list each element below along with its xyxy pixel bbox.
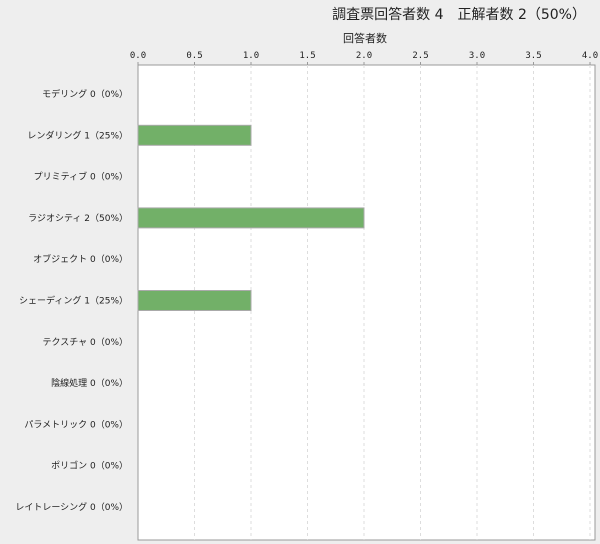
- x-tick-label: 1.5: [299, 51, 315, 61]
- category-label: テクスチャ 0（0%）: [42, 337, 128, 348]
- chart-title: 調査票回答者数 4 正解者数 2（50%）: [332, 7, 586, 23]
- category-label: パラメトリック 0（0%）: [24, 419, 128, 430]
- bar: [137, 207, 365, 229]
- category-label: シェーディング 1（25%）: [19, 295, 128, 307]
- category-label: オブジェクト 0（0%）: [33, 253, 128, 265]
- x-tick-label: 3.0: [469, 51, 485, 61]
- category-label: レンダリング 1（25%）: [27, 129, 128, 141]
- bar: [137, 124, 252, 146]
- x-tick-label: 4.0: [582, 51, 598, 61]
- category-label: 陰線処理 0（0%）: [51, 377, 128, 389]
- x-tick-label: 0.5: [186, 51, 202, 61]
- x-tick-label: 1.0: [243, 51, 259, 61]
- x-tick-label: 0.0: [130, 51, 146, 61]
- category-label: プリミティブ 0（0%）: [34, 171, 128, 183]
- x-axis-label: 回答者数: [343, 32, 387, 45]
- category-label: モデリング 0（0%）: [42, 88, 128, 100]
- x-tick-label: 2.0: [356, 51, 372, 61]
- category-label: ポリゴン 0（0%）: [51, 460, 128, 472]
- category-label: ラジオシティ 2（50%）: [28, 213, 128, 224]
- x-tick-label: 2.5: [412, 51, 428, 61]
- category-label: レイトレーシング 0（0%）: [15, 501, 128, 513]
- bar: [137, 290, 252, 311]
- x-tick-label: 3.5: [525, 51, 541, 61]
